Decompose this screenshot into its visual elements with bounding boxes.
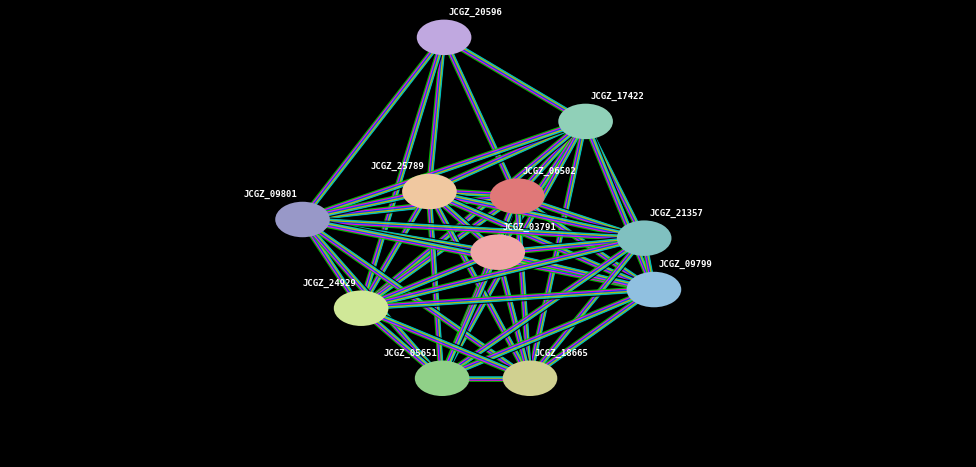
Text: JCGZ_09801: JCGZ_09801	[244, 190, 298, 199]
Ellipse shape	[490, 178, 545, 214]
Text: JCGZ_09799: JCGZ_09799	[659, 260, 712, 269]
Ellipse shape	[558, 104, 613, 139]
Ellipse shape	[503, 361, 557, 396]
Text: JCGZ_03791: JCGZ_03791	[503, 223, 556, 232]
Ellipse shape	[617, 220, 671, 256]
Ellipse shape	[275, 202, 330, 237]
Text: JCGZ_20596: JCGZ_20596	[449, 8, 503, 17]
Ellipse shape	[334, 290, 388, 326]
Text: JCGZ_24929: JCGZ_24929	[303, 279, 356, 288]
Text: JCGZ_21357: JCGZ_21357	[649, 209, 703, 218]
Text: JCGZ_17422: JCGZ_17422	[590, 92, 644, 101]
Ellipse shape	[415, 361, 469, 396]
Text: JCGZ_25789: JCGZ_25789	[371, 162, 425, 171]
Text: JCGZ_05651: JCGZ_05651	[384, 349, 437, 358]
Ellipse shape	[470, 234, 525, 270]
Text: JCGZ_06502: JCGZ_06502	[522, 167, 576, 176]
Text: JCGZ_18665: JCGZ_18665	[535, 349, 589, 358]
Ellipse shape	[402, 174, 457, 209]
Ellipse shape	[627, 272, 681, 307]
Ellipse shape	[417, 20, 471, 55]
